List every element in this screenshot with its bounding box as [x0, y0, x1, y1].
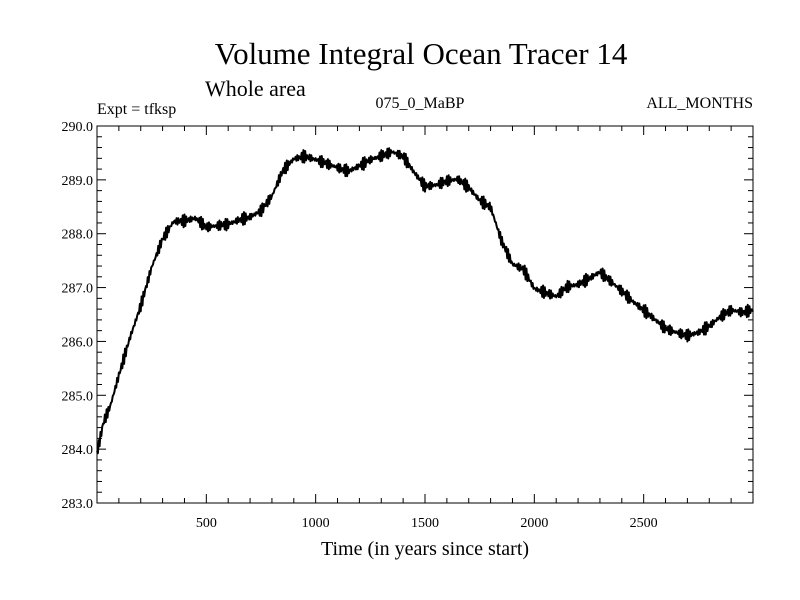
x-tick-label: 1500 — [411, 516, 439, 531]
period-label: 075_0_MaBP — [376, 95, 465, 112]
axis-ticks — [97, 126, 753, 503]
x-axis-label: Time (in years since start) — [321, 538, 529, 560]
y-tick-label: 287.0 — [62, 282, 94, 297]
x-tick-label: 500 — [196, 516, 217, 531]
y-tick-label: 289.0 — [62, 174, 94, 189]
x-tick-label: 1000 — [302, 516, 330, 531]
chart-subtitle: Whole area — [205, 76, 306, 101]
y-tick-label: 283.0 — [62, 497, 94, 512]
x-tick-label: 2000 — [520, 516, 548, 531]
axis-tick-labels: 500 1000 1500 2000 2500 283.0 284.0 285.0 286.0 2… — [62, 120, 658, 531]
series-line — [96, 147, 754, 455]
y-tick-label: 288.0 — [62, 228, 94, 243]
chart-title: Volume Integral Ocean Tracer 14 — [215, 36, 628, 71]
months-label: ALL_MONTHS — [646, 95, 753, 112]
experiment-label: Expt = tfksp — [97, 101, 176, 118]
y-tick-label: 285.0 — [62, 389, 94, 404]
y-tick-label: 284.0 — [62, 443, 94, 458]
x-tick-label: 2500 — [630, 516, 658, 531]
y-tick-label: 286.0 — [62, 335, 94, 350]
y-tick-label: 290.0 — [62, 120, 94, 135]
